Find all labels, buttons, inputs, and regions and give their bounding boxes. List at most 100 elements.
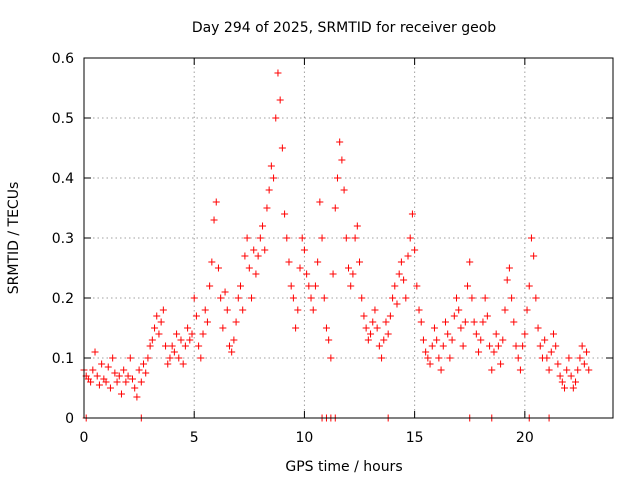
data-point (578, 342, 586, 350)
data-point (395, 270, 403, 278)
data-point (186, 336, 194, 344)
data-point (580, 360, 588, 368)
data-point (439, 342, 447, 350)
data-point (175, 354, 183, 362)
data-point (278, 144, 286, 152)
data-point (492, 330, 500, 338)
data-point (408, 210, 416, 218)
data-point (89, 366, 97, 374)
data-point (349, 270, 357, 278)
data-point (583, 348, 591, 356)
data-point (305, 282, 313, 290)
data-point (373, 324, 381, 332)
data-point (91, 348, 99, 356)
data-point (225, 342, 233, 350)
data-point (497, 360, 505, 368)
data-point (230, 336, 238, 344)
data-point (561, 384, 569, 392)
data-point (153, 312, 161, 320)
data-point (256, 234, 264, 242)
data-point (457, 324, 465, 332)
data-point (206, 282, 214, 290)
data-point (435, 354, 443, 362)
data-point (384, 330, 392, 338)
data-point (159, 306, 167, 314)
data-point (292, 324, 300, 332)
y-tick-label: 0.4 (52, 171, 74, 187)
data-point (221, 288, 229, 296)
data-point (563, 366, 571, 374)
data-point (190, 294, 198, 302)
data-point (151, 324, 159, 332)
data-point (475, 348, 483, 356)
data-point (192, 312, 200, 320)
data-point (120, 366, 128, 374)
data-point (155, 330, 163, 338)
data-point (115, 372, 123, 380)
data-point (329, 270, 337, 278)
data-point (265, 186, 273, 194)
data-point (426, 360, 434, 368)
data-point (441, 318, 449, 326)
data-point (142, 369, 150, 377)
data-point (523, 306, 531, 314)
data-point (333, 174, 341, 182)
data-point (179, 360, 187, 368)
data-point (483, 312, 491, 320)
data-point (364, 336, 372, 344)
data-point (433, 336, 441, 344)
data-point (428, 342, 436, 350)
data-point (217, 294, 225, 302)
data-point (168, 342, 176, 350)
data-point (347, 282, 355, 290)
x-tick-label: 0 (80, 430, 89, 446)
data-point (446, 354, 454, 362)
data-point (464, 282, 472, 290)
data-point (450, 312, 458, 320)
data-point (505, 264, 513, 272)
data-point (501, 306, 509, 314)
data-point (320, 294, 328, 302)
data-point (424, 354, 432, 362)
data-point (400, 276, 408, 284)
data-point (367, 330, 375, 338)
y-tick-label: 0.1 (52, 351, 74, 367)
data-point (208, 258, 216, 266)
data-point (199, 330, 207, 338)
data-point (316, 198, 324, 206)
data-point (455, 306, 463, 314)
data-point (322, 324, 330, 332)
data-point (417, 318, 425, 326)
data-point (197, 354, 205, 362)
data-point (422, 348, 430, 356)
data-point (272, 114, 280, 122)
data-point (239, 306, 247, 314)
data-point (261, 246, 269, 254)
data-point (558, 378, 566, 386)
data-point (117, 390, 125, 398)
data-point (188, 330, 196, 338)
data-point (135, 366, 143, 374)
data-point (311, 282, 319, 290)
data-point (569, 384, 577, 392)
data-point (486, 342, 494, 350)
data-point (223, 306, 231, 314)
data-point (402, 294, 410, 302)
data-point (234, 294, 242, 302)
data-point (325, 336, 333, 344)
data-point (362, 324, 370, 332)
data-point (345, 264, 352, 272)
data-point (184, 324, 192, 332)
y-tick-label: 0.5 (52, 111, 74, 127)
x-tick-label: 20 (516, 430, 534, 446)
data-point (219, 324, 227, 332)
data-point (342, 234, 350, 242)
data-point (133, 393, 141, 401)
x-tick-label: 5 (190, 430, 199, 446)
data-point (545, 366, 553, 374)
data-point (481, 294, 489, 302)
data-point (309, 306, 317, 314)
data-point (267, 162, 275, 170)
data-point (111, 369, 119, 377)
data-point (128, 375, 136, 383)
